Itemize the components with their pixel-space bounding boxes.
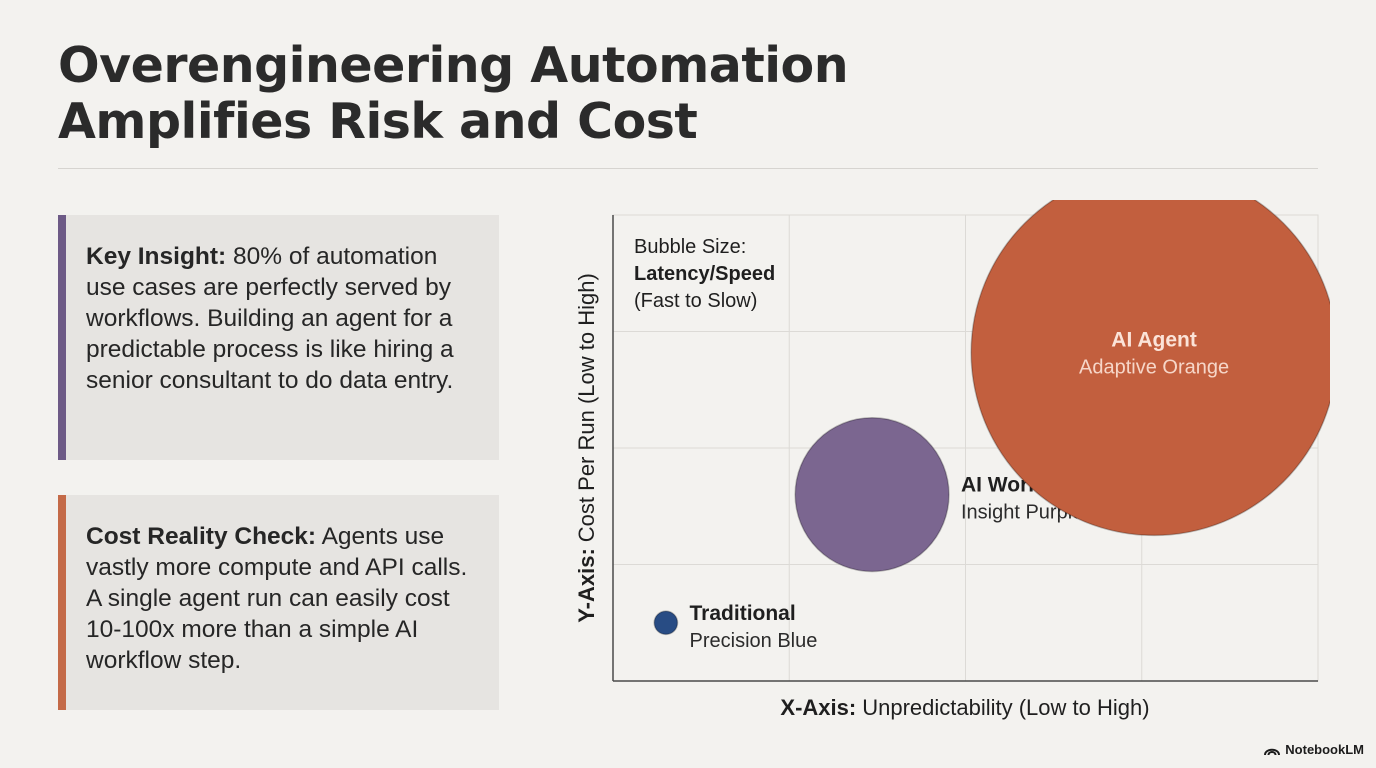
page-title: Overengineering Automation Amplifies Ris… <box>58 38 958 150</box>
cost-reality-card: Cost Reality Check: Agents use vastly mo… <box>58 495 499 710</box>
title-line-2: Amplifies Risk and Cost <box>58 93 698 150</box>
card-accent-bar <box>58 495 66 710</box>
size-legend-line-2: Latency/Speed <box>634 263 775 285</box>
bubble-sublabel-ai-workflow: Insight Purple <box>961 502 1083 524</box>
key-insight-card: Key Insight: 80% of automation use cases… <box>58 215 499 460</box>
title-line-1: Overengineering Automation <box>58 37 849 94</box>
x-axis-label-prefix: X-Axis: <box>780 695 856 720</box>
card-body: Agents use vastly more compute and API c… <box>86 523 468 674</box>
y-axis-label-prefix: Y-Axis: <box>574 548 599 623</box>
size-legend-line-1: Bubble Size: <box>634 236 746 258</box>
bubble-sublabel-traditional: Precision Blue <box>690 630 818 652</box>
brand-name: NotebookLM <box>1285 742 1364 757</box>
notebooklm-logo-icon <box>1264 748 1281 755</box>
bubble-ai-agent <box>970 200 1330 537</box>
x-axis-label-text: Unpredictability (Low to High) <box>862 695 1149 720</box>
card-lead: Key Insight: <box>86 243 227 270</box>
bubble-label-ai-agent: AI Agent <box>1111 328 1197 351</box>
bubble-ai-workflow <box>794 416 950 573</box>
y-axis-label-text: Cost Per Run (Low to High) <box>574 273 599 542</box>
card-body: 80% of automation use cases are perfectl… <box>86 243 454 394</box>
card-accent-bar <box>58 215 66 460</box>
bubble-sublabel-ai-agent: Adaptive Orange <box>1079 356 1229 378</box>
x-axis-label: X-Axis: Unpredictability (Low to High) <box>780 695 1149 720</box>
card-lead: Cost Reality Check: <box>86 523 317 550</box>
bubble-traditional <box>653 610 679 636</box>
bubble-size-legend: Bubble Size: Latency/Speed (Fast to Slow… <box>634 236 775 312</box>
y-axis-label: Y-Axis: Cost Per Run (Low to High) <box>574 273 599 623</box>
brand-badge: NotebookLM <box>1264 742 1364 757</box>
bubble-label-traditional: Traditional <box>690 602 796 625</box>
size-legend-line-3: (Fast to Slow) <box>634 290 757 312</box>
title-divider <box>58 168 1318 169</box>
